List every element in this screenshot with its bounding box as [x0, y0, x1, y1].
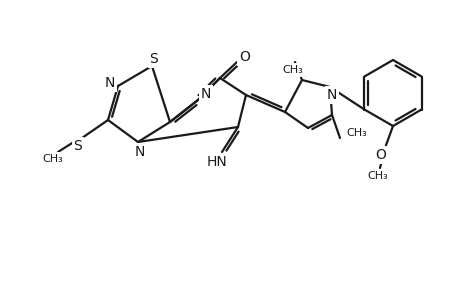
- Text: CH₃: CH₃: [345, 128, 366, 138]
- Text: O: O: [239, 50, 250, 64]
- Text: S: S: [73, 139, 82, 153]
- Text: CH₃: CH₃: [367, 171, 387, 181]
- Text: N: N: [134, 145, 145, 159]
- Text: S: S: [149, 52, 158, 66]
- Text: N: N: [326, 88, 336, 102]
- Text: N: N: [201, 87, 211, 101]
- Text: N: N: [105, 76, 115, 90]
- Text: CH₃: CH₃: [43, 154, 63, 164]
- Text: CH₃: CH₃: [282, 65, 303, 75]
- Text: O: O: [375, 148, 386, 162]
- Text: HN: HN: [206, 155, 227, 169]
